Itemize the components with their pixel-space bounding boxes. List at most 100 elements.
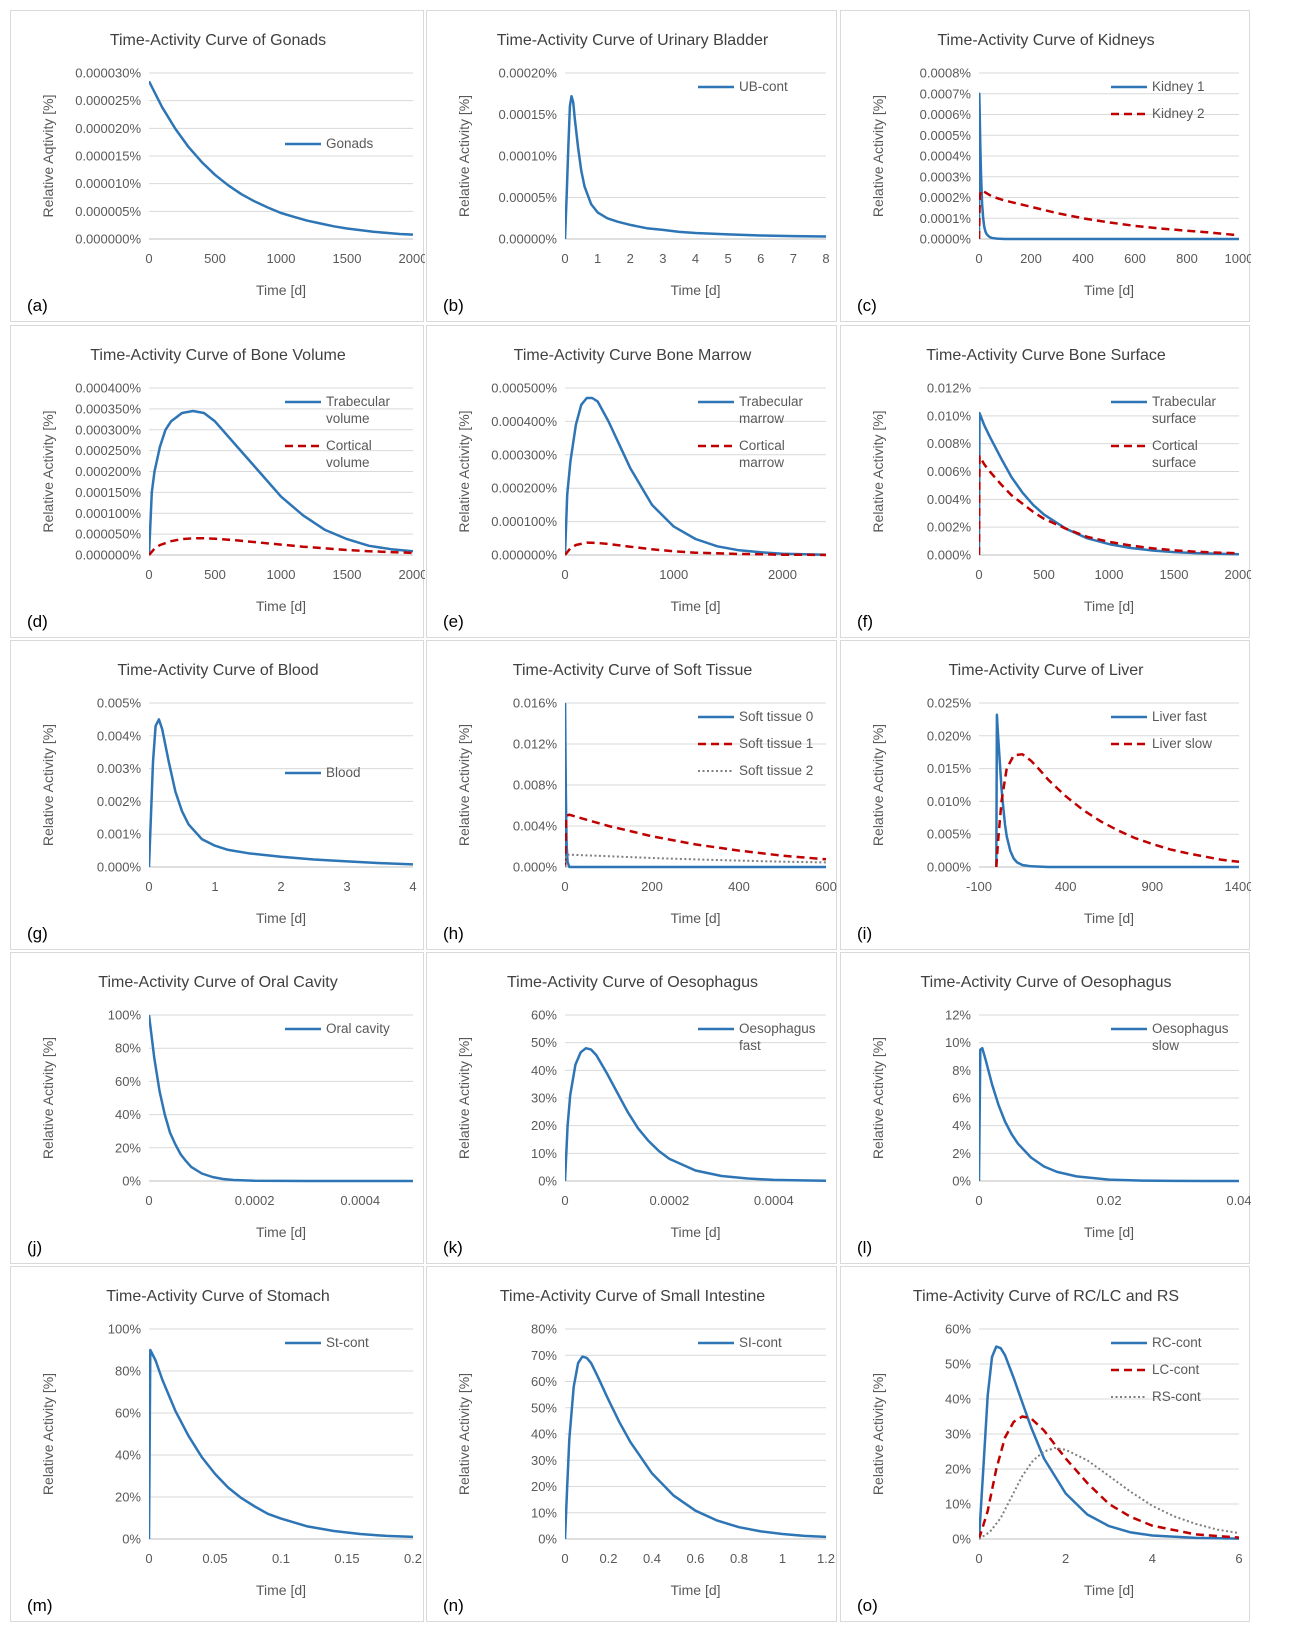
y-tick-label: 60%: [945, 1322, 971, 1337]
y-tick-label: 40%: [945, 1392, 971, 1407]
x-tick-label: 1000: [267, 567, 296, 582]
y-tick-label: 80%: [115, 1364, 141, 1379]
chart-title: Time-Activity Curve of Stomach: [106, 1288, 329, 1305]
x-tick-label: 0.2: [404, 1551, 422, 1566]
legend-label: Kidney 1: [1152, 79, 1205, 94]
legend-label: Blood: [326, 765, 361, 780]
legend-item-si-cont: SI-cont: [698, 1335, 782, 1350]
chart-title: Time-Activity Curve of Urinary Bladder: [497, 32, 769, 49]
chart-svg-d: Time-Activity Curve of Bone Volume 0.0000…: [27, 347, 425, 631]
chart-panel-e: Time-Activity Curve Bone Marrow 0.000000%…: [426, 325, 837, 638]
panel-label: (b): [443, 296, 464, 315]
y-tick-label: 0%: [952, 1174, 971, 1189]
y-tick-label: 0.000150%: [75, 485, 141, 500]
y-axis-label: Relative Activity [%]: [456, 410, 472, 532]
chart-title: Time-Activity Curve of Oesophagus: [507, 974, 758, 991]
x-tick-label: 3: [343, 879, 350, 894]
chart-svg-j: Time-Activity Curve of Oral Cavity 0% 20% 4…: [27, 974, 413, 1257]
x-tick-label: 200: [641, 879, 663, 894]
y-tick-label: 0.000300%: [491, 447, 557, 462]
series-line-lc-cont: [979, 1415, 1239, 1540]
x-tick-label: 0: [561, 251, 568, 266]
y-tick-label: 0.0007%: [920, 86, 972, 101]
panel-label: (m): [27, 1596, 52, 1615]
x-tick-label: 600: [1124, 251, 1146, 266]
x-axis-label: Time [d]: [670, 1582, 720, 1598]
legend-item-liver-slow: Liver slow: [1111, 736, 1212, 751]
x-tick-label: 400: [1072, 251, 1094, 266]
series-line-blood: [149, 718, 413, 868]
y-tick-label: 0.010%: [927, 408, 972, 423]
y-tick-label: 0.016%: [513, 696, 558, 711]
x-tick-label: 0.0004: [340, 1193, 380, 1208]
panel-label: (e): [443, 612, 464, 631]
legend-item-oesophagus-slow: Oesophagus slow: [1111, 1021, 1229, 1053]
chart-panel-a: Time-Activity Curve of Gonads 0.000000% 0.…: [10, 10, 425, 322]
x-tick-label: 400: [728, 879, 750, 894]
series-line-si-cont: [565, 1355, 826, 1540]
x-tick-label: 0.8: [730, 1551, 748, 1566]
y-tick-label: 0.000020%: [75, 121, 141, 136]
y-tick-label: 0.000000%: [491, 548, 557, 563]
y-axis-label: Relative Activity [%]: [870, 1037, 886, 1159]
y-tick-label: 50%: [531, 1400, 557, 1415]
legend-label: Oral cavity: [326, 1021, 390, 1036]
legend-item-cortical-surface: Cortical surface: [1111, 438, 1198, 470]
x-tick-label: 1400: [1225, 879, 1251, 894]
x-tick-label: 6: [1235, 1551, 1242, 1566]
y-tick-label: 0.000100%: [75, 506, 141, 521]
chart-title: Time-Activity Curve of Kidneys: [937, 32, 1154, 49]
x-tick-label: 6: [757, 251, 764, 266]
x-tick-label: 0.1: [272, 1551, 290, 1566]
y-axis-label: Relative Activity [%]: [40, 1373, 56, 1495]
panel-label: (o): [857, 1596, 878, 1615]
chart-title: Time-Activity Curve Bone Marrow: [514, 347, 752, 364]
chart-title: Time-Activity Curve of Oral Cavity: [98, 974, 337, 991]
legend-item-cortical-marrow: Cortical marrow: [698, 438, 785, 470]
x-tick-label: 7: [790, 251, 797, 266]
y-tick-label: 100%: [108, 1008, 142, 1023]
legend-item-gonads: Gonads: [285, 136, 374, 151]
y-tick-label: 50%: [945, 1357, 971, 1372]
x-tick-label: 800: [1176, 251, 1198, 266]
x-tick-label: 0: [145, 251, 152, 266]
x-tick-label: 1.2: [817, 1551, 835, 1566]
series-line-oesophagus-slow: [979, 1046, 1239, 1183]
y-tick-label: 0%: [122, 1532, 141, 1547]
y-tick-label: 0.012%: [927, 381, 972, 396]
series-line-liver-fast: [995, 713, 1239, 869]
series-line-oesophagus-fast: [565, 1046, 826, 1182]
x-tick-label: 2: [1062, 1551, 1069, 1566]
y-tick-label: 30%: [531, 1453, 557, 1468]
legend-item-kidney-1: Kidney 1: [1111, 79, 1205, 94]
y-tick-label: 0.000300%: [75, 422, 141, 437]
y-tick-label: 0.000200%: [491, 481, 557, 496]
series-line-cortical-marrow: [565, 541, 826, 557]
x-tick-label: 5: [725, 251, 732, 266]
y-tick-label: 0.000400%: [491, 414, 557, 429]
y-tick-label: 0.0002%: [920, 190, 972, 205]
y-tick-label: 0%: [538, 1532, 557, 1547]
y-tick-label: 0.00005%: [498, 190, 557, 205]
legend-item-liver-fast: Liver fast: [1111, 709, 1207, 724]
x-axis-label: Time [d]: [256, 1224, 306, 1240]
chart-svg-l: Time-Activity Curve of Oesophagus 0% 2% 4% 6…: [857, 974, 1251, 1257]
chart-svg-a: Time-Activity Curve of Gonads 0.000000% 0.…: [27, 32, 425, 315]
chart-panel-f: Time-Activity Curve Bone Surface 0.000% 0.…: [840, 325, 1251, 638]
chart-title: Time-Activity Curve of RC/LC and RS: [913, 1288, 1179, 1305]
x-tick-label: 0: [975, 251, 982, 266]
chart-title: Time-Activity Curve Bone Surface: [926, 347, 1166, 364]
x-tick-label: 2000: [1225, 567, 1251, 582]
y-tick-label: 10%: [945, 1497, 971, 1512]
chart-svg-h: Time-Activity Curve of Soft Tissue 0.000%…: [443, 662, 837, 943]
y-tick-label: 2%: [952, 1146, 971, 1161]
series-line-trabecular-marrow: [565, 396, 826, 556]
panel-label: (f): [857, 612, 873, 631]
legend-item-rs-cont: RS-cont: [1111, 1389, 1201, 1404]
x-axis-label: Time [d]: [670, 598, 720, 614]
y-tick-label: 0.00010%: [498, 149, 557, 164]
x-tick-label: 2: [277, 879, 284, 894]
y-tick-label: 0.000100%: [491, 514, 557, 529]
y-tick-label: 4%: [952, 1118, 971, 1133]
x-tick-label: 1000: [267, 251, 296, 266]
